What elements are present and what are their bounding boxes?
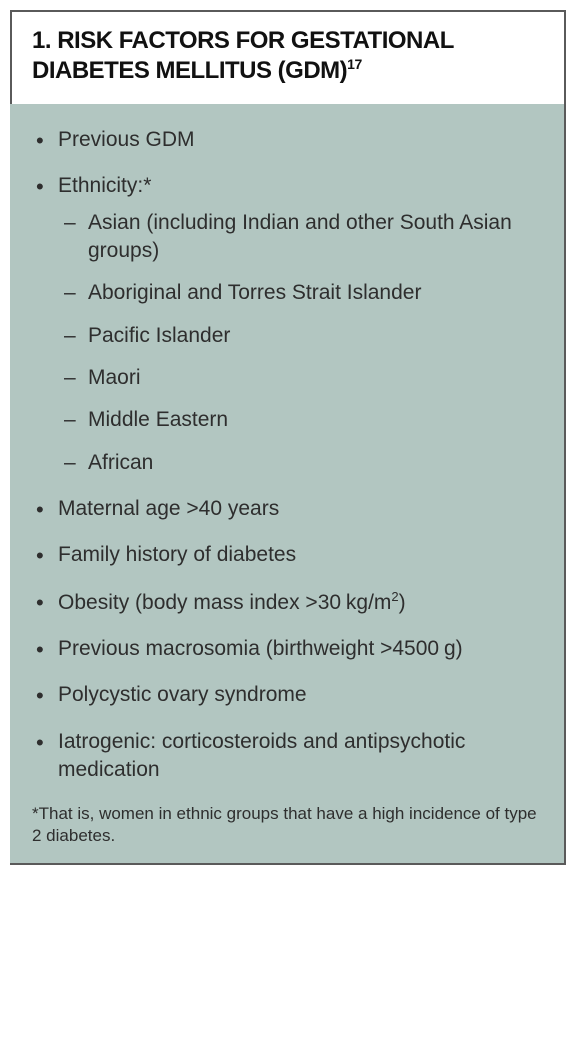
list-item: Maternal age >40 years bbox=[32, 495, 542, 523]
sub-list-item: Pacific Islander bbox=[58, 322, 542, 350]
list-item-text: Family history of diabetes bbox=[58, 543, 296, 566]
title-block: 1. RISK FACTORS FOR GESTATIONAL DIABETES… bbox=[10, 12, 564, 104]
list-item: Ethnicity:* Asian (including Indian and o… bbox=[32, 172, 542, 477]
list-item-text: Previous macrosomia (birthweight >4500 g… bbox=[58, 637, 463, 660]
sub-list-item: Aboriginal and Torres Strait Islander bbox=[58, 279, 542, 307]
list-item-text: Ethnicity:* bbox=[58, 174, 151, 197]
info-card: 1. RISK FACTORS FOR GESTATIONAL DIABETES… bbox=[10, 10, 566, 865]
list-item: Family history of diabetes bbox=[32, 541, 542, 569]
list-item: Previous macrosomia (birthweight >4500 g… bbox=[32, 635, 542, 663]
title-text: 1. RISK FACTORS FOR GESTATIONAL DIABETES… bbox=[32, 26, 544, 86]
risk-list: Previous GDM Ethnicity:* Asian (including … bbox=[32, 126, 542, 785]
sub-list-item: Asian (including Indian and other South … bbox=[58, 209, 542, 266]
list-item-text: Iatrogenic: corticosteroids and antipsyc… bbox=[58, 730, 465, 781]
list-item: Polycystic ovary syndrome bbox=[32, 681, 542, 709]
title-ref: 17 bbox=[347, 56, 362, 72]
list-item-text: Polycystic ovary syndrome bbox=[58, 683, 307, 706]
footnote: *That is, women in ethnic groups that ha… bbox=[32, 803, 542, 847]
sub-list-item: African bbox=[58, 449, 542, 477]
title-number: 1. bbox=[32, 27, 51, 54]
list-item-text: Maternal age >40 years bbox=[58, 497, 279, 520]
list-item-text: Obesity (body mass index >30 kg/m2) bbox=[58, 591, 406, 614]
sub-list: Asian (including Indian and other South … bbox=[58, 209, 542, 477]
title-main: RISK FACTORS FOR GESTATIONAL DIABETES ME… bbox=[32, 27, 453, 84]
sub-list-item: Maori bbox=[58, 364, 542, 392]
sub-list-item: Middle Eastern bbox=[58, 406, 542, 434]
list-item: Previous GDM bbox=[32, 126, 542, 154]
body-block: Previous GDM Ethnicity:* Asian (including … bbox=[10, 104, 564, 863]
list-item: Iatrogenic: corticosteroids and antipsyc… bbox=[32, 728, 542, 785]
list-item: Obesity (body mass index >30 kg/m2) bbox=[32, 588, 542, 617]
list-item-text: Previous GDM bbox=[58, 128, 195, 151]
